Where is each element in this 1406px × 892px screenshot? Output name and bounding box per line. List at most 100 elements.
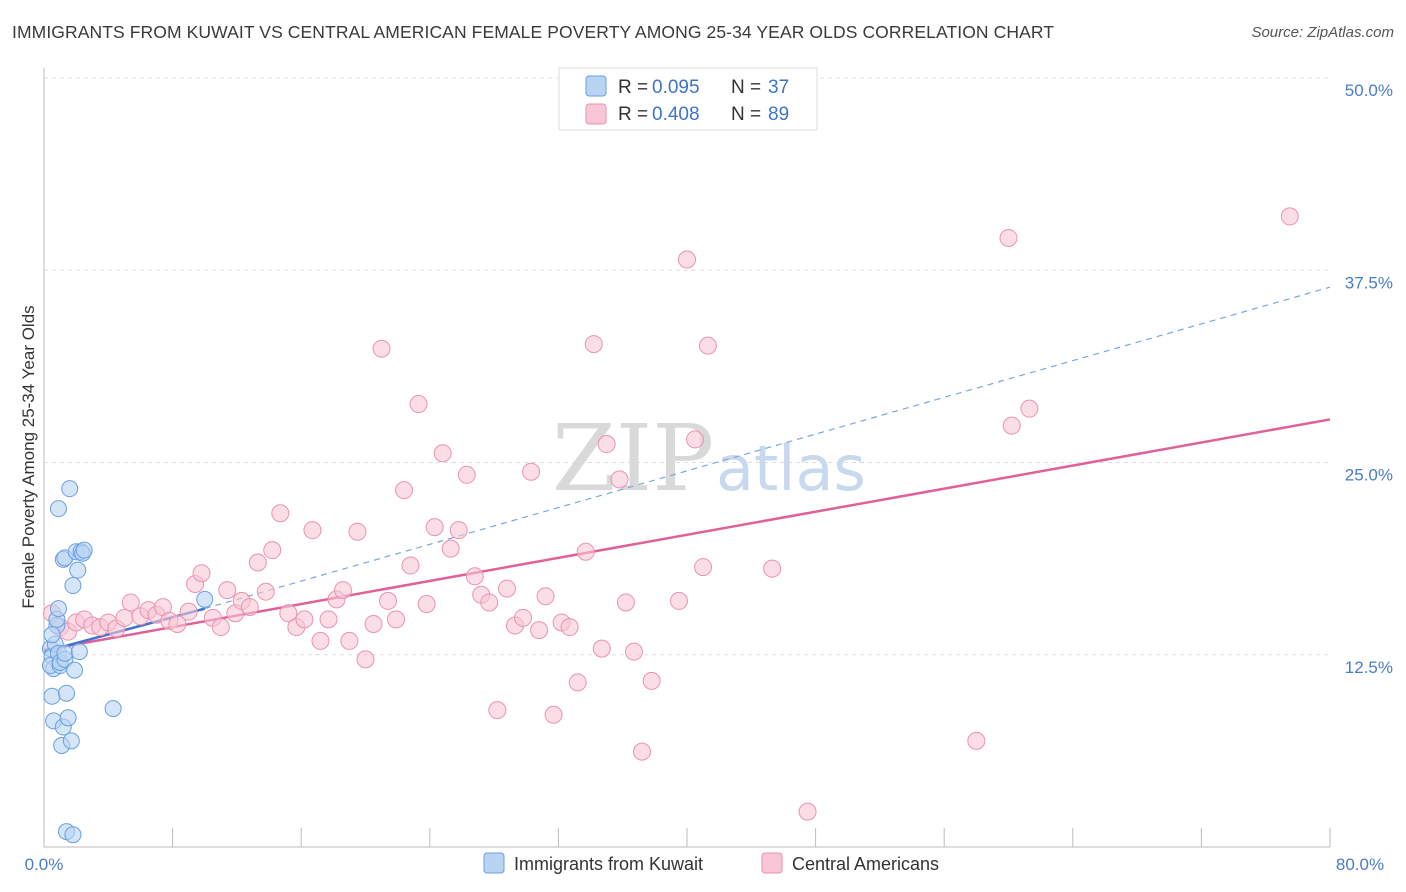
central-point	[686, 430, 705, 449]
central-point	[211, 618, 230, 637]
legend-n-value-2: 89	[768, 104, 789, 125]
central-point	[698, 336, 717, 355]
central-point	[441, 539, 460, 558]
watermark: ZIP atlas	[552, 405, 866, 512]
y-axis-label: Female Poverty Among 25-34 Year Olds	[19, 305, 38, 608]
kuwait-trend-extended	[204, 286, 1331, 610]
central-point	[295, 610, 314, 629]
central-trend-line	[43, 418, 1331, 652]
central-point	[303, 521, 322, 540]
central-point	[409, 395, 428, 414]
kuwait-point	[56, 644, 74, 662]
kuwait-point	[64, 577, 82, 595]
central-point	[669, 591, 688, 610]
central-point	[522, 462, 541, 481]
central-point	[311, 631, 330, 650]
central-point	[584, 335, 603, 354]
central-point	[514, 608, 533, 627]
central-point	[179, 602, 198, 621]
central-point	[624, 642, 643, 661]
central-point	[263, 541, 282, 560]
central-point	[271, 504, 290, 523]
legend-r-value-1: 0.095	[652, 77, 700, 98]
kuwait-point	[58, 684, 76, 702]
central-point	[616, 593, 635, 612]
central-point	[497, 579, 516, 598]
central-point	[449, 521, 468, 540]
central-point	[642, 671, 661, 690]
central-point	[192, 564, 211, 583]
y-tick-label: 12.5%	[1345, 658, 1393, 677]
y-tick-label: 50.0%	[1345, 81, 1393, 100]
central-point	[425, 518, 444, 537]
y-tick-label: 37.5%	[1345, 273, 1393, 292]
legend-r-label-2: R =	[618, 104, 648, 125]
central-point	[218, 581, 237, 600]
central-point	[999, 228, 1018, 247]
central-point	[364, 614, 383, 633]
central-point	[560, 618, 579, 637]
bottom-legend-swatch-central	[761, 852, 783, 874]
kuwait-point	[43, 687, 61, 705]
kuwait-point	[61, 480, 79, 498]
central-point	[395, 481, 414, 500]
grid-lines	[44, 77, 1330, 656]
central-point	[121, 593, 140, 612]
central-point	[168, 614, 187, 633]
central-point	[1280, 207, 1299, 226]
y-tick-labels: 12.5% 25.0% 37.5% 50.0%	[1345, 81, 1393, 677]
bottom-legend: Immigrants from Kuwait Central Americans	[483, 852, 939, 874]
kuwait-point	[70, 643, 88, 661]
central-point	[576, 542, 595, 561]
kuwait-point	[43, 626, 61, 644]
x-tick-label-max: 80.0%	[1336, 855, 1384, 874]
central-point	[379, 591, 398, 610]
central-point	[340, 631, 359, 650]
central-point	[248, 553, 267, 572]
central-point	[544, 705, 563, 724]
central-point	[240, 598, 259, 617]
central-point	[632, 742, 651, 761]
central-point	[592, 639, 611, 658]
central-point	[610, 470, 629, 489]
central-point	[1002, 416, 1021, 435]
bottom-legend-swatch-kuwait	[483, 852, 505, 874]
kuwait-point	[59, 709, 77, 727]
chart-title: IMMIGRANTS FROM KUWAIT VS CENTRAL AMERIC…	[12, 22, 1055, 42]
central-point	[356, 650, 375, 669]
x-tick-label-min: 0.0%	[25, 855, 64, 874]
kuwait-point	[75, 541, 93, 559]
kuwait-point	[62, 732, 80, 750]
central-point	[333, 581, 352, 600]
kuwait-point	[49, 600, 67, 618]
legend-r-value-2: 0.408	[652, 104, 700, 125]
bottom-legend-label-kuwait: Immigrants from Kuwait	[514, 854, 703, 874]
legend-box: R = 0.095 N = 37 R = 0.408 N = 89	[558, 67, 818, 131]
central-point	[372, 339, 391, 358]
central-point	[433, 444, 452, 463]
kuwait-point	[104, 700, 122, 718]
central-point	[536, 587, 555, 606]
legend-n-label-2: N =	[731, 104, 761, 125]
legend-swatch-central	[585, 103, 607, 125]
central-point	[457, 465, 476, 484]
kuwait-point	[49, 500, 67, 518]
central-point	[480, 593, 499, 612]
kuwait-points	[41, 480, 214, 844]
watermark-atlas: atlas	[716, 432, 866, 505]
watermark-zip: ZIP	[552, 405, 714, 512]
central-point	[417, 594, 436, 613]
central-point	[530, 621, 549, 640]
central-point	[256, 582, 275, 601]
central-point	[568, 673, 587, 692]
legend-r-label-1: R =	[618, 77, 648, 98]
central-point	[678, 250, 696, 269]
central-americans-points	[43, 207, 1299, 821]
y-tick-label: 25.0%	[1345, 466, 1393, 485]
legend-n-label-1: N =	[731, 77, 761, 98]
central-point	[1020, 399, 1039, 418]
bottom-legend-label-central: Central Americans	[792, 854, 939, 874]
kuwait-point	[66, 661, 84, 679]
kuwait-point	[69, 561, 87, 579]
